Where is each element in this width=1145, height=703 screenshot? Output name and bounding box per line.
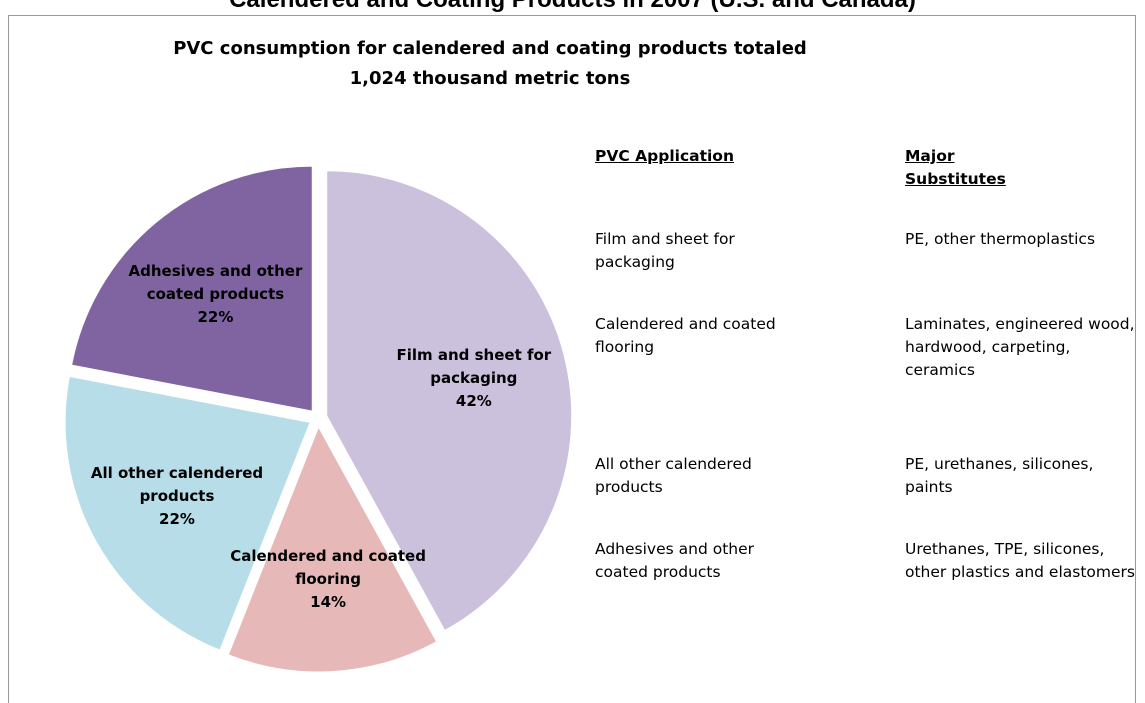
slice-name: Film and sheet for packaging	[396, 345, 552, 387]
table-cell: Adhesives and other coated products	[595, 540, 755, 581]
pie-slice	[64, 375, 311, 651]
slice-name: Adhesives and other coated products	[128, 262, 303, 304]
slice-name: Calendered and coated flooring	[230, 546, 426, 588]
slice-name: All other calendered products	[90, 463, 264, 505]
table-cell: All other calendered products	[595, 455, 752, 496]
table-cell: PE, other thermoplastics	[905, 230, 1096, 248]
table-cell: Calendered and coated flooring	[595, 315, 776, 356]
table-cell: Urethanes, TPE, silicones, other plastic…	[905, 540, 1135, 581]
pie-slice	[326, 170, 573, 632]
chart-frame	[8, 15, 1136, 703]
slice-percent: 22%	[159, 509, 195, 528]
table-cell: PE, urethanes, silicones, paints	[905, 455, 1094, 496]
table-cell: Film and sheet for packaging	[595, 230, 735, 271]
data-label: Calendered and coated flooring 14%	[228, 545, 428, 614]
table-header: PVC Application	[595, 147, 734, 165]
table-header: Major Substitutes	[905, 147, 1006, 188]
data-label: All other calendered products 22%	[77, 462, 277, 531]
pie-slice	[227, 425, 438, 673]
table-cell: Laminates, engineered wood, hardwood, ca…	[905, 315, 1135, 379]
data-label: Adhesives and other coated products 22%	[115, 260, 315, 329]
data-label: Film and sheet for packaging 42%	[374, 344, 574, 413]
slice-percent: 14%	[310, 592, 347, 611]
slice-percent: 42%	[455, 391, 492, 410]
chart-subtitle: PVC consumption for calendered and coati…	[173, 38, 807, 89]
pie-slice	[71, 165, 313, 412]
chart-title: Calendered and Coating Products in 2007 …	[0, 0, 1145, 14]
slice-percent: 22%	[197, 308, 234, 327]
